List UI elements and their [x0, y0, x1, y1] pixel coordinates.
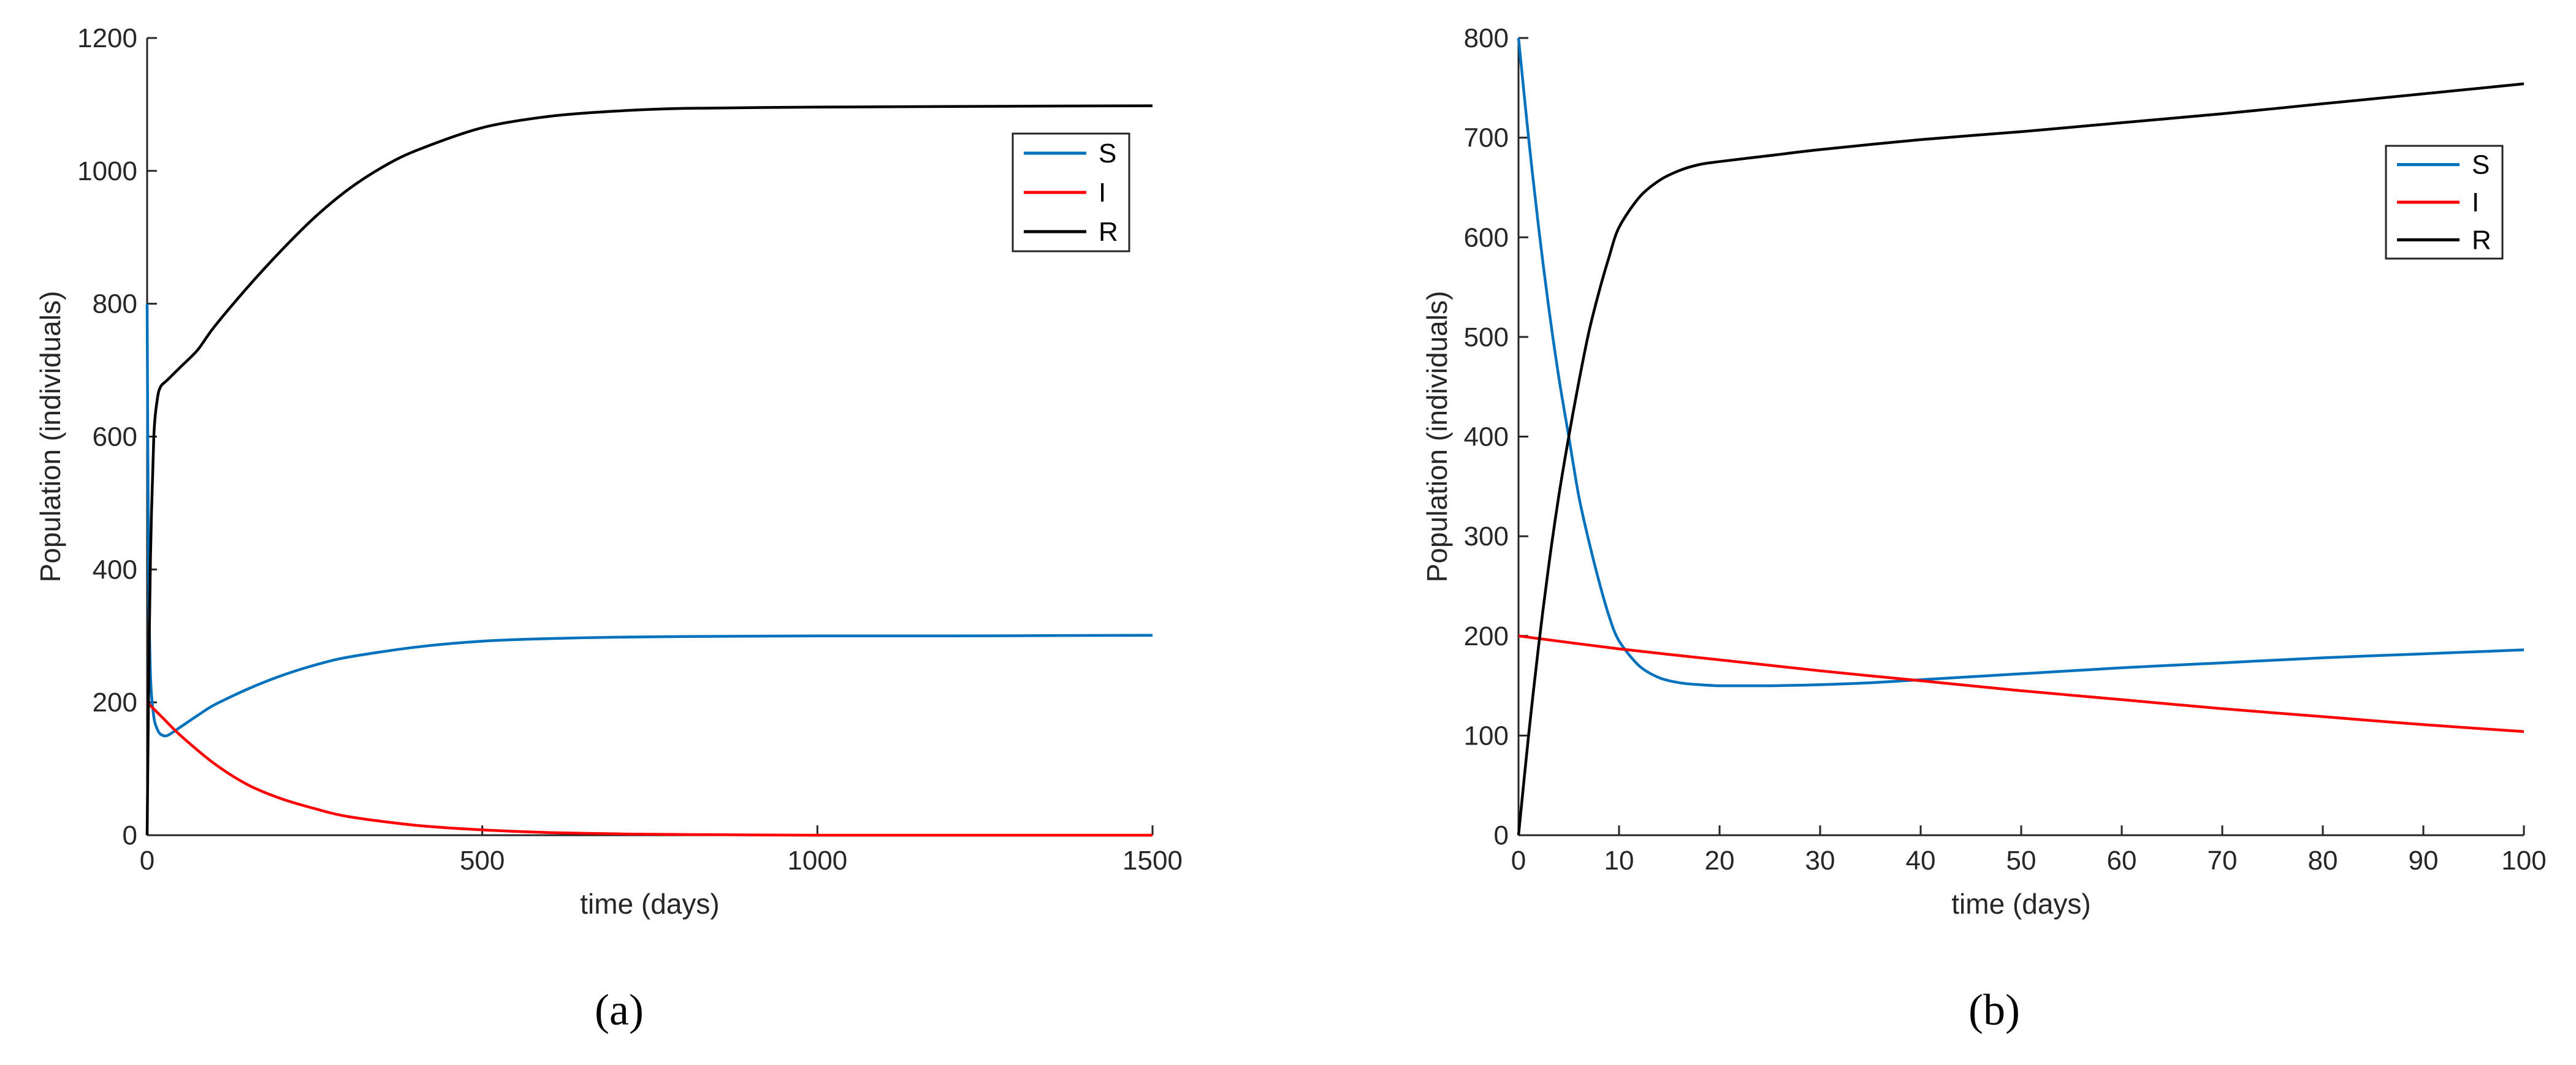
x-tick-label: 60: [2107, 846, 2137, 876]
panel-label: (a): [595, 985, 644, 1034]
y-tick-label: 500: [1464, 322, 1509, 352]
y-tick-label: 800: [93, 289, 137, 319]
y-tick-label: 1000: [77, 156, 137, 186]
x-tick-label: 40: [1906, 846, 1936, 876]
x-tick-label: 20: [1705, 846, 1735, 876]
series-line-r: [1517, 82, 2525, 836]
legend-label-r: R: [2472, 225, 2491, 255]
legend-label-s: S: [2472, 150, 2490, 180]
series-line-s: [145, 303, 1153, 738]
x-tick-label: 1000: [787, 846, 847, 876]
y-tick-label: 200: [93, 688, 137, 718]
x-tick-label: 30: [1805, 846, 1835, 876]
y-tick-label: 0: [123, 821, 137, 851]
y-axis-label: Population (individuals): [34, 291, 66, 583]
y-tick-label: 700: [1464, 123, 1509, 153]
legend: SIR: [1012, 132, 1130, 252]
x-tick-label: 0: [140, 846, 154, 876]
y-tick-label: 800: [1464, 23, 1509, 53]
x-tick-label: 80: [2308, 846, 2338, 876]
y-tick-label: 600: [1464, 222, 1509, 252]
x-tick-label: 1500: [1122, 846, 1183, 876]
panel-label: (b): [1968, 985, 2020, 1034]
y-tick-label: 600: [93, 422, 137, 452]
x-axis-label: time (days): [1951, 888, 2090, 920]
y-tick-label: 400: [1464, 422, 1509, 452]
series-line-i: [1518, 634, 2525, 733]
legend-label-i: I: [1099, 178, 1106, 208]
y-tick-label: 1200: [77, 23, 137, 53]
x-tick-label: 100: [2501, 846, 2546, 876]
x-tick-label: 90: [2409, 846, 2439, 876]
legend-label-i: I: [2472, 188, 2479, 218]
y-tick-label: 400: [93, 555, 137, 585]
series-line-i: [146, 701, 1153, 837]
y-tick-label: 300: [1464, 521, 1509, 551]
y-tick-label: 100: [1464, 721, 1509, 751]
x-tick-label: 0: [1511, 846, 1526, 876]
y-axis-label: Population (individuals): [1421, 291, 1453, 583]
chart-panel-b: 0 10 20 30 40 50 60 70 80 90 100 0 100 200 300 400 500 60…: [1421, 23, 2547, 1034]
series-line-r: [145, 104, 1153, 836]
legend-label-r: R: [1099, 217, 1118, 247]
legend: SIR: [2385, 145, 2504, 260]
series-line-s: [1517, 37, 2525, 688]
x-axis-label: time (days): [580, 888, 719, 920]
legend-label-s: S: [1099, 138, 1116, 169]
y-tick-label: 0: [1494, 821, 1509, 851]
x-tick-label: 50: [2006, 846, 2037, 876]
x-tick-label: 70: [2208, 846, 2238, 876]
chart-panel-a: 0 500 1000 1500 0 200 400 600 800 1000 1200 time (d…: [34, 23, 1183, 1034]
y-tick-label: 200: [1464, 621, 1509, 651]
x-tick-label: 10: [1604, 846, 1634, 876]
x-tick-label: 500: [460, 846, 505, 876]
